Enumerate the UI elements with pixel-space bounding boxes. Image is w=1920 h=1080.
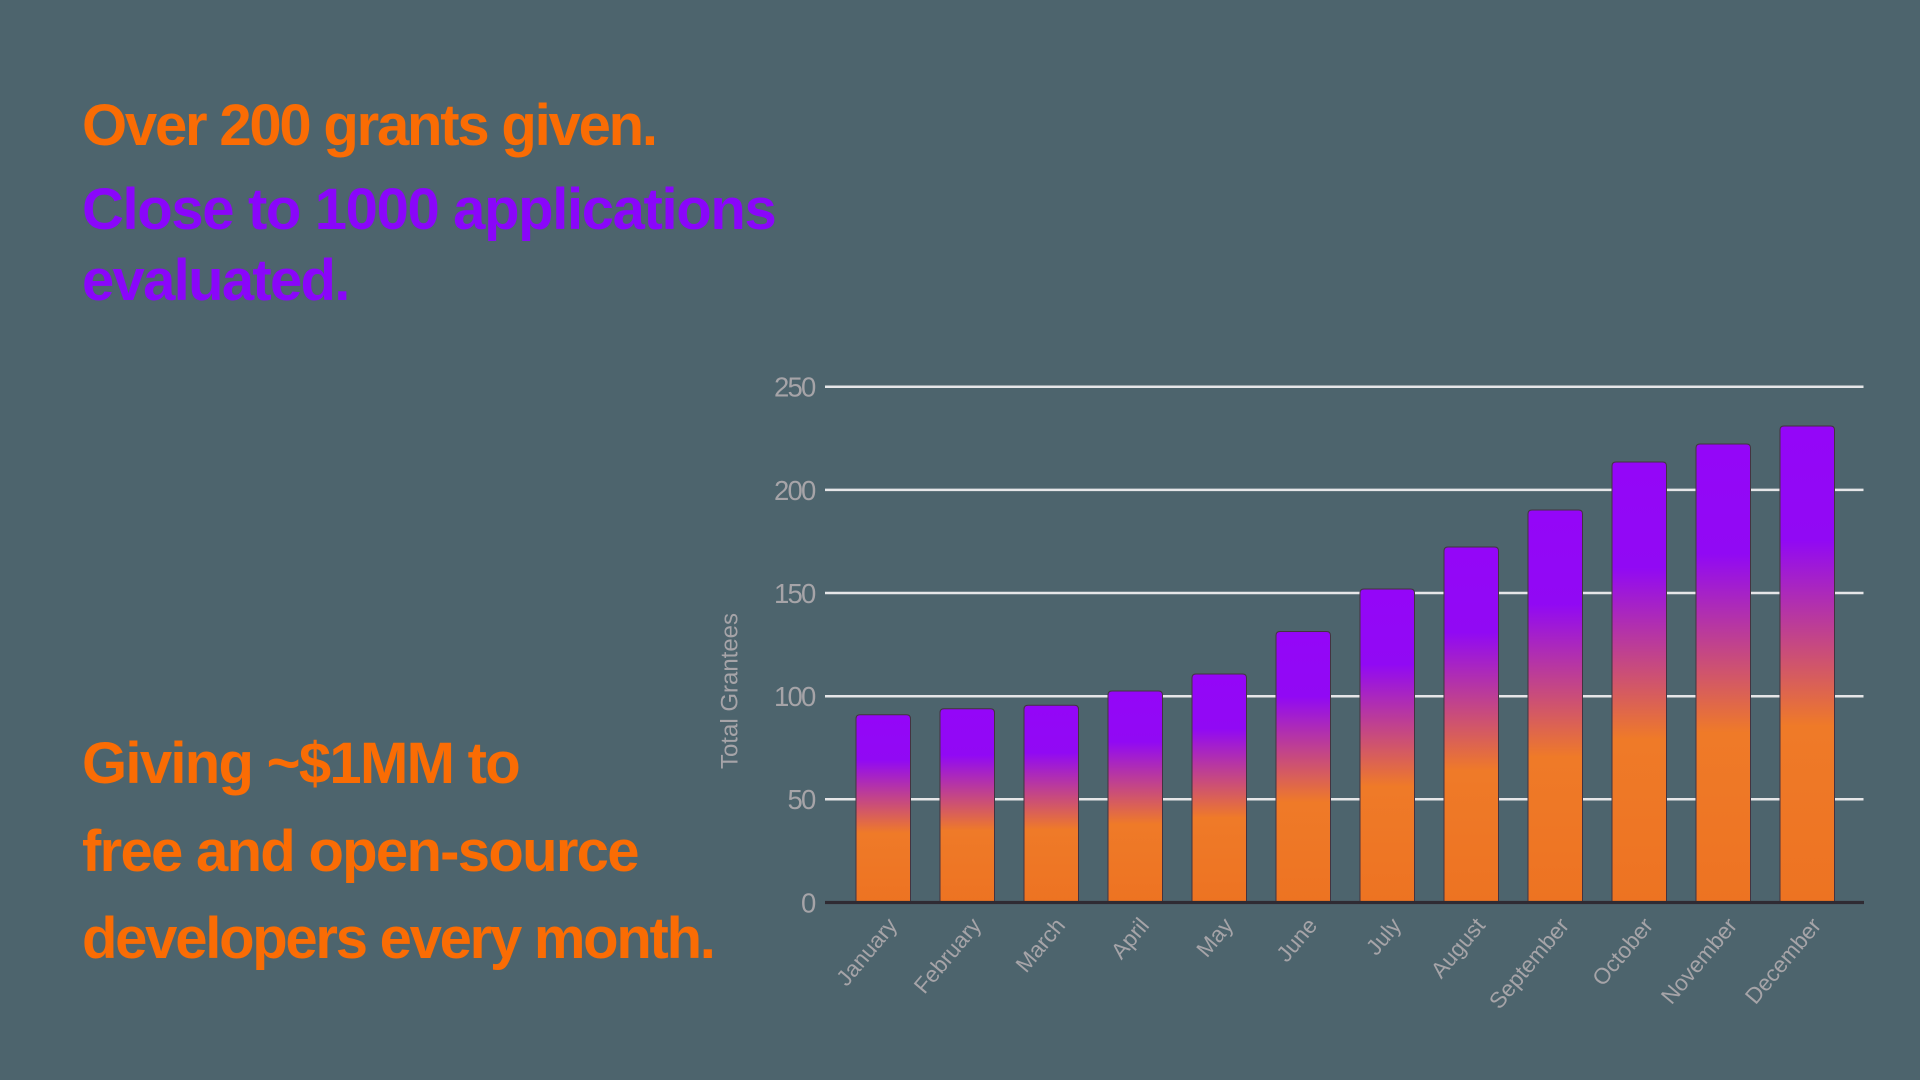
svg-text:December: December [1740,913,1826,1009]
svg-text:April: April [1106,913,1154,964]
svg-text:September: September [1484,913,1574,1014]
svg-text:June: June [1272,913,1323,966]
svg-text:May: May [1192,913,1239,962]
svg-text:50: 50 [788,784,816,815]
svg-text:August: August [1426,913,1491,983]
svg-text:March: March [1011,913,1070,977]
svg-text:250: 250 [774,372,816,403]
svg-text:100: 100 [774,681,816,712]
svg-text:200: 200 [774,475,816,506]
svg-text:November: November [1656,913,1742,1009]
svg-text:January: January [831,913,902,991]
svg-text:150: 150 [774,578,816,609]
svg-text:October: October [1587,913,1658,991]
svg-text:February: February [909,913,987,999]
svg-text:July: July [1361,913,1406,960]
svg-text:Total Grantees: Total Grantees [717,613,744,769]
svg-text:0: 0 [801,887,816,918]
